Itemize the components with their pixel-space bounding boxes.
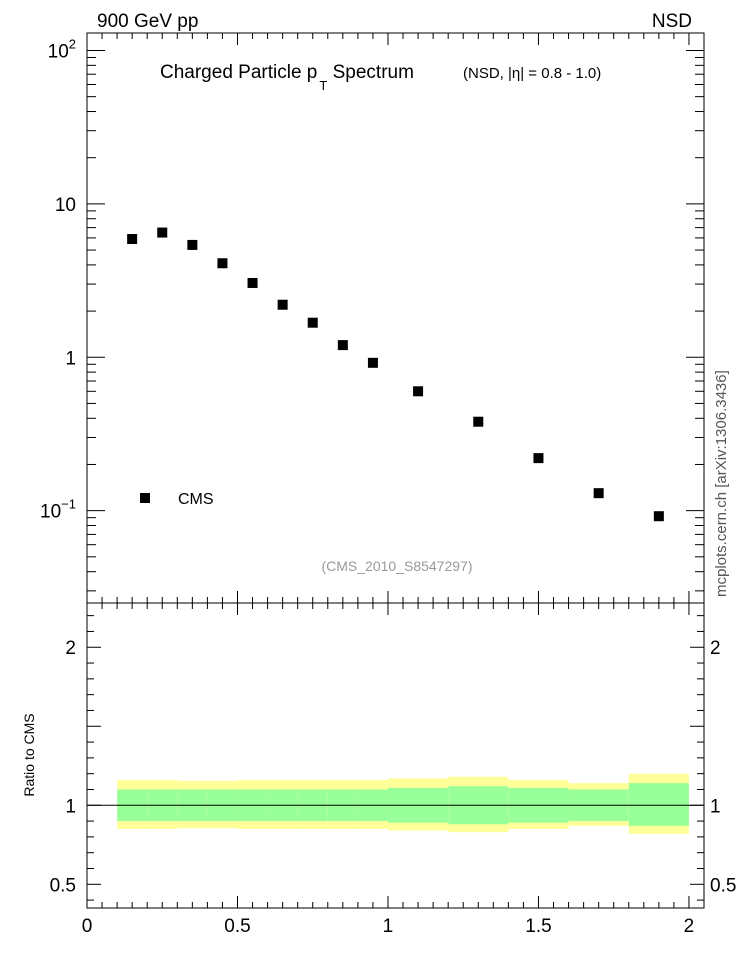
main-axis-ticks xyxy=(86,33,704,603)
data-point xyxy=(277,299,288,310)
chart-title-main: Charged Particle p xyxy=(160,62,317,83)
data-point xyxy=(127,234,138,245)
main-y-ticklabel-base: 10 xyxy=(55,195,76,216)
data-point xyxy=(533,453,544,464)
main-y-ticklabel: 1 xyxy=(65,348,76,369)
ratio-axis-ticks xyxy=(86,603,704,908)
ratio-y-ticklabel-left: 1 xyxy=(65,796,76,817)
data-point xyxy=(307,317,318,328)
main-y-ticklabel-exponent: 2 xyxy=(69,36,76,51)
ratio-y-ticklabel-right: 2 xyxy=(710,638,721,659)
ratio-bands xyxy=(117,773,689,834)
legend: CMS xyxy=(140,491,214,508)
data-point xyxy=(473,416,484,427)
main-y-ticklabel-base: 10 xyxy=(40,502,61,523)
data-point xyxy=(157,227,168,238)
main-y-ticklabel: 10−1 xyxy=(40,497,76,523)
main-y-ticklabel-base: 10 xyxy=(48,41,69,62)
ratio-y-ticklabels: 0.5 0.5 1 1 2 2 xyxy=(50,638,737,896)
data-point xyxy=(247,277,258,288)
ratio-y-ticklabel-left: 2 xyxy=(65,638,76,659)
collision-label: 900 GeV pp xyxy=(97,11,198,32)
side-credit: mcplots.cern.ch [arXiv:1306.3436] xyxy=(713,370,730,597)
ratio-x-ticklabel: 1.5 xyxy=(525,916,551,937)
main-y-ticklabel: 10 xyxy=(55,195,76,216)
chart-title: Charged Particle pT Spectrum xyxy=(160,62,414,93)
main-y-ticklabel-base: 1 xyxy=(65,348,76,369)
data-point xyxy=(653,511,664,522)
ratio-x-ticklabel: 2 xyxy=(684,916,695,937)
ratio-y-ticklabel-left: 0.5 xyxy=(50,875,76,896)
chart-title-note: (NSD, |η| = 0.8 - 1.0) xyxy=(463,65,601,82)
ratio-x-ticklabel: 1 xyxy=(383,916,394,937)
legend-marker xyxy=(140,493,150,503)
data-point xyxy=(367,357,378,368)
chart-title-subscript: T xyxy=(319,78,327,93)
ratio-x-ticklabel: 0.5 xyxy=(224,916,250,937)
ratio-x-ticklabel: 0 xyxy=(82,916,93,937)
main-y-ticklabel-exponent: −1 xyxy=(61,497,76,512)
ratio-y-axis-label: Ratio to CMS xyxy=(21,713,37,796)
ratio-y-ticklabel-right: 0.5 xyxy=(710,875,736,896)
ratio-panel: 0.5 0.5 1 1 2 2 0 0.5 1 1.5 2 Ratio to CMS xyxy=(21,602,737,937)
data-point xyxy=(217,258,228,269)
data-point xyxy=(593,488,604,499)
legend-label: CMS xyxy=(178,491,214,508)
analysis-watermark: (CMS_2010_S8547297) xyxy=(322,558,473,574)
data-point xyxy=(413,386,424,397)
main-plot-frame xyxy=(86,32,705,604)
main-data-points xyxy=(127,227,664,522)
ratio-x-ticklabels: 0 0.5 1 1.5 2 xyxy=(82,916,695,937)
ratio-plot-frame xyxy=(86,602,705,909)
ratio-y-ticklabel-right: 1 xyxy=(710,796,721,817)
main-y-ticklabel: 102 xyxy=(48,36,76,62)
data-point xyxy=(187,239,198,250)
stat-uncertainty-band xyxy=(628,783,689,826)
data-point xyxy=(337,340,348,351)
process-label: NSD xyxy=(652,11,692,32)
chart-title-rest: Spectrum xyxy=(327,62,414,83)
